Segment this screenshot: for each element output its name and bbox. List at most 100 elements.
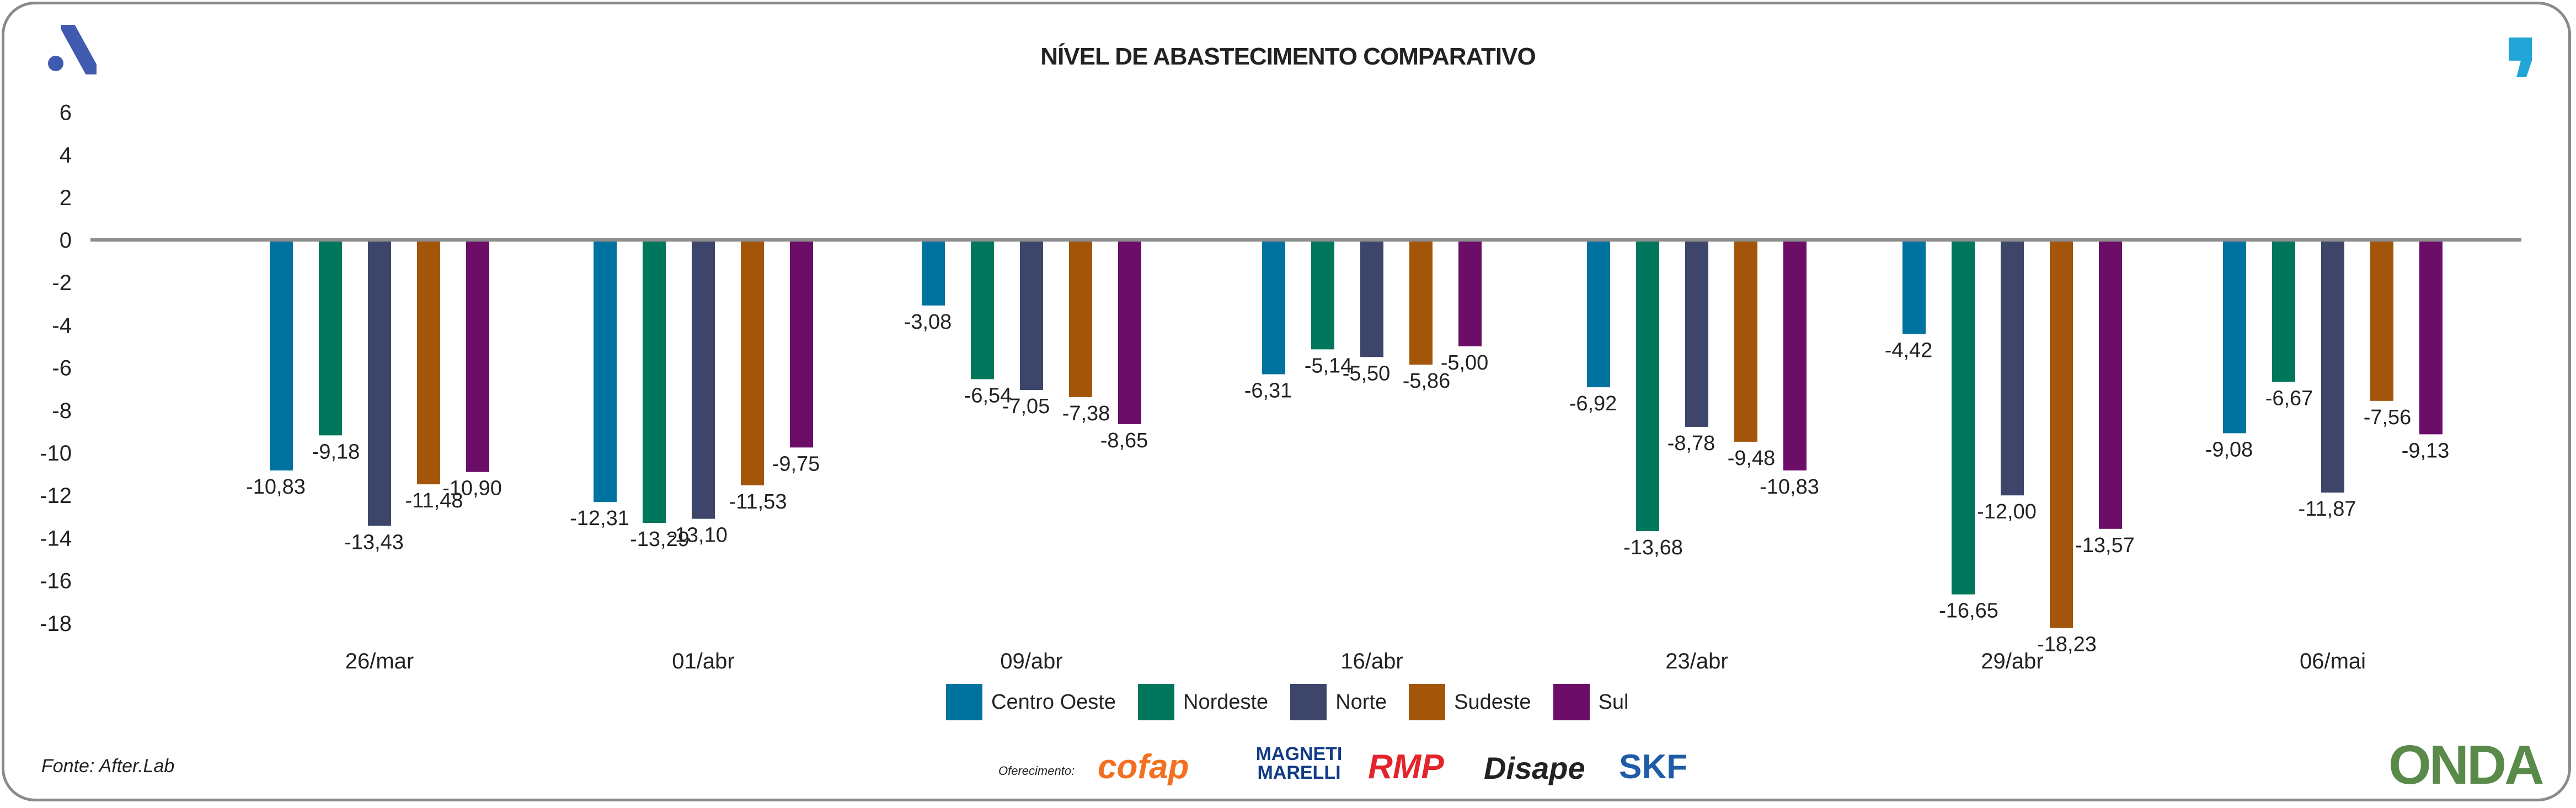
sponsor-logo-rmp: RMP (1368, 748, 1444, 786)
legend-label: Norte (1335, 690, 1387, 714)
bar-centro-oeste (594, 240, 617, 502)
data-label: -13,29 (630, 528, 690, 551)
x-tick-label: 01/abr (672, 649, 734, 673)
data-label: -9,08 (2205, 438, 2253, 461)
y-tick-label: -4 (52, 313, 72, 338)
data-label: -13,43 (344, 531, 404, 554)
bar-norte (1020, 240, 1043, 390)
data-label: -6,67 (2265, 387, 2313, 410)
bar-sul (1458, 240, 1482, 346)
quote-comma-icon (2509, 38, 2532, 77)
data-label: -7,05 (1002, 395, 1050, 418)
data-label: -4,42 (1885, 339, 1933, 362)
bar-nordeste (319, 240, 342, 436)
bar-centro-oeste (2223, 240, 2246, 434)
data-label: -10,90 (442, 477, 502, 500)
data-label: -13,57 (2075, 534, 2135, 557)
chart-title: NÍVEL DE ABASTECIMENTO COMPARATIVO (1040, 43, 1536, 70)
data-label: -9,75 (772, 452, 820, 475)
x-tick-label: 06/mai (2300, 649, 2366, 673)
x-tick-label: 16/abr (1340, 649, 1403, 673)
data-label: -5,50 (1343, 362, 1391, 385)
data-label: -6,92 (1569, 392, 1617, 415)
bar-centro-oeste (922, 240, 945, 306)
bar-nordeste (1636, 240, 1659, 532)
bar-nordeste (1311, 240, 1334, 350)
data-label: -12,31 (570, 507, 629, 530)
bar-norte (2321, 240, 2344, 493)
data-label: -5,86 (1403, 370, 1451, 393)
data-label: -13,10 (668, 524, 728, 547)
sponsor-label: Oferecimento: (998, 764, 1075, 778)
bar-chart: 6420-2-4-6-8-10-12-14-16-1826/mar-10,83-… (40, 100, 2521, 673)
y-tick-label: -12 (40, 484, 72, 508)
legend: Centro Oeste Nordeste Norte Sudeste Sul (946, 684, 1629, 720)
x-tick-label: 09/abr (1000, 649, 1062, 673)
bar-sudeste (1734, 240, 1757, 442)
x-tick-label: 26/mar (345, 649, 414, 673)
legend-item: Nordeste (1138, 684, 1268, 720)
data-label: -10,83 (246, 475, 306, 499)
legend-item: Norte (1290, 684, 1387, 720)
data-label: -6,31 (1244, 379, 1292, 403)
bar-sul (2419, 240, 2443, 435)
bar-nordeste (1952, 240, 1975, 595)
data-label: -8,78 (1668, 432, 1715, 455)
legend-swatch (1553, 684, 1590, 720)
bar-sudeste (1409, 240, 1433, 365)
legend-item: Sudeste (1409, 684, 1531, 720)
onda-logo: ONDA (2388, 734, 2544, 796)
x-tick-label: 23/abr (1665, 649, 1728, 673)
bar-norte (1685, 240, 1708, 427)
bar-centro-oeste (1902, 240, 1926, 334)
legend-label: Sudeste (1454, 690, 1531, 714)
legend-item: Sul (1553, 684, 1629, 720)
bar-norte (1360, 240, 1383, 357)
y-tick-label: 0 (60, 228, 72, 253)
data-label: -7,38 (1062, 402, 1110, 425)
bar-sudeste (1069, 240, 1092, 397)
bar-sudeste (2370, 240, 2393, 401)
legend-item: Centro Oeste (946, 684, 1116, 720)
sponsor-logo-cofap: cofap (1098, 748, 1189, 786)
bar-centro-oeste (1587, 240, 1610, 388)
data-label: -5,00 (1441, 351, 1489, 374)
legend-swatch (1290, 684, 1327, 720)
bar-sul (1118, 240, 1141, 424)
bar-sul (1783, 240, 1807, 471)
data-label: -10,83 (1760, 475, 1819, 499)
legend-label: Centro Oeste (991, 690, 1116, 714)
data-label: -16,65 (1939, 600, 1998, 623)
source-note: Fonte: After.Lab (41, 756, 175, 777)
bar-norte (692, 240, 715, 519)
bar-centro-oeste (270, 240, 293, 471)
y-tick-label: 6 (60, 100, 72, 125)
bar-sudeste (417, 240, 440, 485)
data-label: -13,68 (1623, 536, 1683, 559)
sponsor-logo-skf: SKF (1619, 748, 1687, 786)
data-label: -11,53 (729, 490, 787, 513)
y-tick-label: -14 (40, 526, 72, 550)
bar-sudeste (741, 240, 764, 486)
data-label: -3,08 (904, 311, 952, 334)
data-label: -9,48 (1728, 447, 1776, 470)
y-tick-label: -2 (52, 271, 72, 295)
data-label: -11,48 (405, 489, 463, 512)
bar-centro-oeste (1262, 240, 1285, 374)
y-tick-label: 4 (60, 143, 72, 168)
legend-label: Nordeste (1183, 690, 1269, 714)
data-label: -11,87 (2299, 497, 2356, 521)
bar-nordeste (971, 240, 994, 379)
data-label: -9,13 (2402, 439, 2450, 462)
data-label: -5,14 (1305, 354, 1353, 377)
bar-sul (466, 240, 489, 472)
brand-a-icon (48, 25, 97, 74)
y-tick-label: 2 (60, 186, 72, 210)
bar-nordeste (2272, 240, 2295, 382)
data-label: -18,23 (2037, 633, 2097, 656)
bar-sudeste (2050, 240, 2073, 628)
legend-swatch (946, 684, 982, 720)
legend-swatch (1138, 684, 1174, 720)
legend-swatch (1409, 684, 1446, 720)
